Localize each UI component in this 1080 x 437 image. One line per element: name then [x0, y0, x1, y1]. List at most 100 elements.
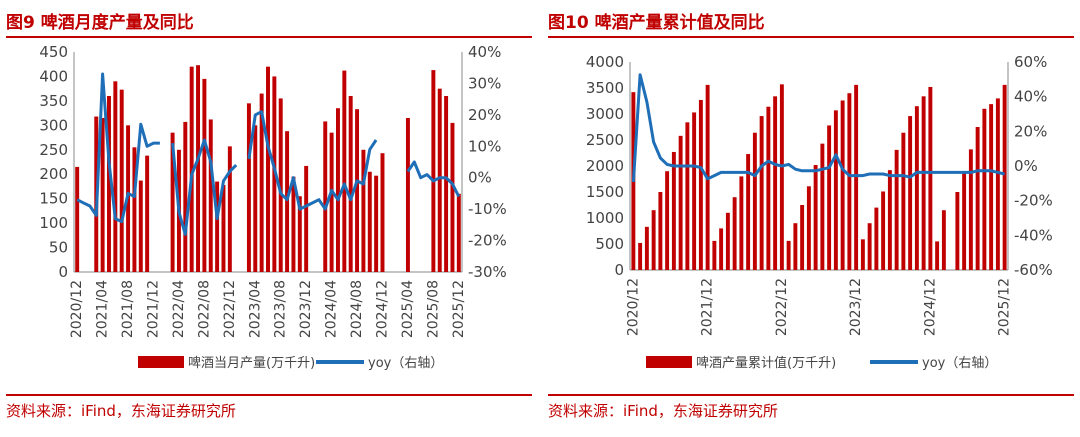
- legend-bar-swatch: [646, 356, 692, 368]
- x-tick-label: 2021/12: [700, 278, 716, 336]
- x-tick-label: 2025/12: [997, 278, 1013, 336]
- x-tick-label: 2023/12: [848, 278, 864, 336]
- bar-2022/11: [221, 184, 226, 272]
- left-tick-label: 2500: [586, 131, 624, 149]
- right-tick-label: -60%: [1014, 261, 1053, 279]
- bar-2024/05: [881, 191, 886, 270]
- x-tick-label: 2025/04: [400, 280, 416, 338]
- bar-2022/10: [215, 181, 220, 272]
- left-tick-label: 250: [39, 141, 68, 159]
- bar-2024/03: [867, 223, 872, 270]
- right-tick-label: 10%: [468, 137, 501, 155]
- bar-2022/09: [208, 119, 213, 272]
- right-tick-label: 40%: [1014, 88, 1047, 106]
- right-tick-label: 40%: [468, 43, 501, 61]
- bar-2024/06: [887, 170, 892, 270]
- bar-2024/07: [348, 96, 353, 272]
- right-tick-label: 0%: [1014, 157, 1038, 175]
- legend-bar-swatch: [138, 356, 184, 368]
- bar-2022/09: [759, 116, 764, 270]
- bar-2023/04: [800, 205, 805, 270]
- bar-2025/09: [437, 88, 442, 272]
- bar-2024/04: [874, 207, 879, 270]
- bar-2025/11: [450, 122, 455, 272]
- bar-2023/07: [820, 143, 825, 270]
- legend-bar-label: 啤酒当月产量(万千升): [188, 356, 315, 371]
- left-tick-label: 50: [49, 239, 68, 257]
- right-tick-label: -20%: [1014, 192, 1053, 210]
- left-tick-label: 1500: [586, 183, 624, 201]
- source-rule: [6, 394, 532, 396]
- bar-2022/12: [779, 84, 784, 270]
- chart-title: 图9 啤酒月度产量及同比: [6, 13, 194, 33]
- bar-2025/10: [444, 96, 449, 272]
- chart-panel-cumulative: 图10 啤酒产量累计值及同比 0 500 1000 1500 2000 2500 3000 3…: [548, 0, 1080, 437]
- x-tick-label: 2023/04: [247, 280, 263, 338]
- x-tick-label: 2022/04: [171, 280, 187, 338]
- title-rule: [548, 36, 1074, 38]
- right-tick-label: 30%: [468, 74, 501, 92]
- chart-title: 图10 啤酒产量累计值及同比: [548, 13, 765, 33]
- x-tick-label: 2020/12: [69, 280, 85, 338]
- x-tick-label: 2024/12: [922, 278, 938, 336]
- left-tick-label: 450: [39, 43, 68, 61]
- bar-2024/12: [380, 153, 385, 272]
- bar-2023/09: [833, 110, 838, 270]
- bar-2024/09: [361, 149, 366, 272]
- bar-2025/08: [431, 70, 436, 272]
- x-tick-label: 2021/04: [95, 280, 111, 338]
- bar-2021/11: [698, 99, 703, 271]
- x-tick-label: 2024/08: [349, 280, 365, 338]
- chart-panel-monthly: 图9 啤酒月度产量及同比 0 50 100 150 200 250 300 350 400 450…: [6, 0, 538, 437]
- bar-2023/06: [813, 164, 818, 270]
- legend-bar-label: 啤酒产量累计值(万千升): [696, 355, 836, 371]
- source-rule: [548, 394, 1074, 396]
- bar-2022/12: [227, 146, 232, 272]
- x-tick-label: 2022/12: [222, 280, 238, 338]
- bar-2022/05: [183, 121, 188, 273]
- bar-2024/09: [908, 116, 913, 270]
- bar-2022/06: [189, 66, 194, 273]
- bar-2021/06: [113, 81, 118, 272]
- bar-2024/06: [342, 70, 347, 272]
- bar-2024/10: [914, 106, 919, 270]
- bar-2022/03: [719, 228, 724, 270]
- left-tick-label: 400: [39, 67, 68, 85]
- left-tick-label: 1000: [586, 209, 624, 227]
- bar-2022/10: [766, 106, 771, 270]
- monthly-chart: 0 50 100 150 200 250 300 350 400 450 -30% -20% -10% 0…: [39, 43, 507, 371]
- left-tick-label: 150: [39, 190, 68, 208]
- x-tick-label: 2025/12: [451, 280, 467, 338]
- bar-2022/05: [732, 197, 737, 270]
- bar-2025/04: [405, 118, 410, 272]
- bar-2025/12: [456, 193, 461, 272]
- bar-2023/10: [840, 100, 845, 270]
- title-rule: [6, 36, 532, 38]
- bar-2025/11: [995, 98, 1000, 271]
- bar-2025/12: [1002, 84, 1007, 270]
- x-tick-label: 2024/12: [374, 280, 390, 338]
- left-tick-label: 3500: [586, 79, 624, 97]
- bar-2024/08: [901, 132, 906, 270]
- right-tick-label: -30%: [468, 263, 507, 281]
- bar-2024/11: [921, 96, 926, 270]
- bar-2024/08: [355, 109, 360, 272]
- bar-2023/04: [253, 125, 258, 272]
- x-tick-label: 2022/12: [774, 278, 790, 336]
- left-tick-label: 0: [58, 263, 68, 281]
- bar-2025/09: [982, 108, 987, 270]
- bar-2021/06: [665, 171, 670, 270]
- bar-2025/06: [962, 171, 967, 270]
- bar-2021/05: [107, 96, 111, 272]
- bar-2021/05: [658, 192, 663, 270]
- bar-2024/11: [374, 175, 379, 272]
- legend-line-label: yoy（右轴）: [922, 356, 997, 371]
- yoy-line: [76, 72, 461, 236]
- bar-2023/10: [291, 176, 296, 272]
- bar-2023/09: [285, 131, 290, 272]
- bar-2022/04: [725, 212, 730, 270]
- bar-2023/02: [786, 240, 791, 270]
- bar-2023/08: [278, 98, 283, 272]
- legend-line-label: yoy（右轴）: [368, 356, 443, 371]
- x-tick-label: 2023/08: [273, 280, 289, 338]
